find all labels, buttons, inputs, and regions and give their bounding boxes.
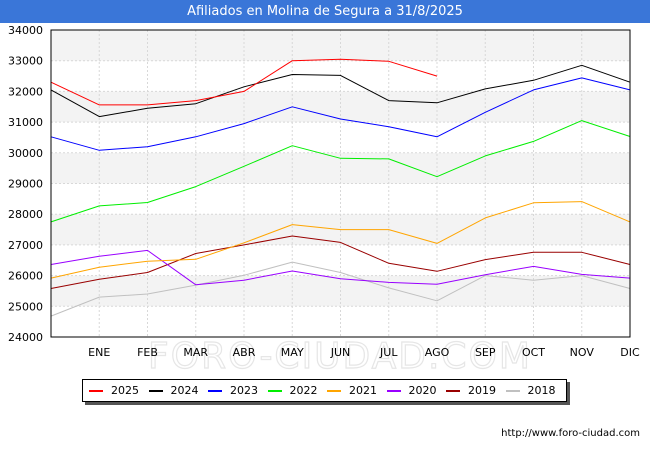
y-tick-label: 31000 bbox=[8, 116, 43, 129]
legend-swatch bbox=[89, 390, 103, 392]
series-line-2024 bbox=[50, 64, 631, 118]
series-line-2023 bbox=[50, 77, 631, 151]
series-line-2018 bbox=[50, 261, 631, 317]
y-tick-label: 33000 bbox=[8, 55, 43, 68]
legend-label: 2018 bbox=[527, 384, 556, 397]
y-tick-label: 34000 bbox=[8, 24, 43, 37]
y-tick-label: 25000 bbox=[8, 300, 43, 313]
legend-swatch bbox=[148, 390, 163, 392]
x-tick-label: MAY bbox=[281, 346, 304, 359]
legend-label: 2020 bbox=[408, 384, 437, 397]
x-tick-label: MAR bbox=[183, 346, 208, 359]
y-tick-label: 30000 bbox=[8, 147, 43, 160]
source-credit: http://www.foro-ciudad.com bbox=[501, 428, 640, 439]
y-tick-label: 24000 bbox=[8, 331, 43, 344]
x-axis-ticks: ENE FEB MAR ABR MAY JUN JUL AGO SEP OCT NOV DIC bbox=[88, 346, 640, 359]
x-tick-label: ENE bbox=[88, 346, 110, 359]
plot-frame bbox=[50, 29, 631, 338]
legend-swatch bbox=[505, 390, 520, 392]
legend: 2025 2024 2023 2022 2021 2020 2019 2018 bbox=[82, 379, 567, 402]
x-tick-label: ABR bbox=[233, 346, 256, 359]
x-tick-label: JUL bbox=[379, 346, 398, 359]
legend-swatch bbox=[446, 390, 460, 392]
legend-swatch bbox=[267, 390, 282, 392]
x-tick-label: DIC bbox=[620, 346, 640, 359]
y-axis-ticks: 24000 25000 26000 27000 28000 29000 30000 31000… bbox=[8, 24, 43, 344]
x-tick-label: FEB bbox=[137, 346, 158, 359]
series-line-2025 bbox=[50, 58, 438, 106]
y-tick-label: 32000 bbox=[8, 85, 43, 98]
series-lines bbox=[50, 58, 631, 317]
series-line-2022 bbox=[50, 120, 631, 223]
legend-label: 2024 bbox=[170, 384, 199, 397]
title-bar bbox=[0, 0, 650, 23]
watermark-text: FORO-CIUDAD.COM bbox=[148, 336, 532, 377]
x-tick-label: NOV bbox=[570, 346, 595, 359]
legend-label: 2025 bbox=[111, 384, 139, 397]
series-line-2021 bbox=[50, 201, 631, 279]
x-tick-label: JUN bbox=[330, 346, 351, 359]
legend-label: 2023 bbox=[230, 384, 258, 397]
legend-label: 2021 bbox=[349, 384, 377, 397]
x-tick-label: SEP bbox=[475, 346, 496, 359]
chart-title: Afiliados en Molina de Segura a 31/8/202… bbox=[187, 4, 463, 19]
x-tick-label: OCT bbox=[522, 346, 545, 359]
y-tick-label: 29000 bbox=[8, 178, 43, 191]
legend-label: 2019 bbox=[468, 384, 496, 397]
y-tick-label: 26000 bbox=[8, 270, 43, 283]
legend-swatch bbox=[327, 390, 341, 392]
series-line-2020 bbox=[50, 249, 631, 286]
legend-swatch bbox=[386, 390, 401, 392]
legend-swatch bbox=[208, 390, 222, 392]
series-line-2019 bbox=[50, 235, 631, 289]
x-tick-label: AGO bbox=[425, 346, 450, 359]
y-tick-label: 27000 bbox=[8, 239, 43, 252]
y-tick-label: 28000 bbox=[8, 208, 43, 221]
legend-label: 2022 bbox=[289, 384, 318, 397]
